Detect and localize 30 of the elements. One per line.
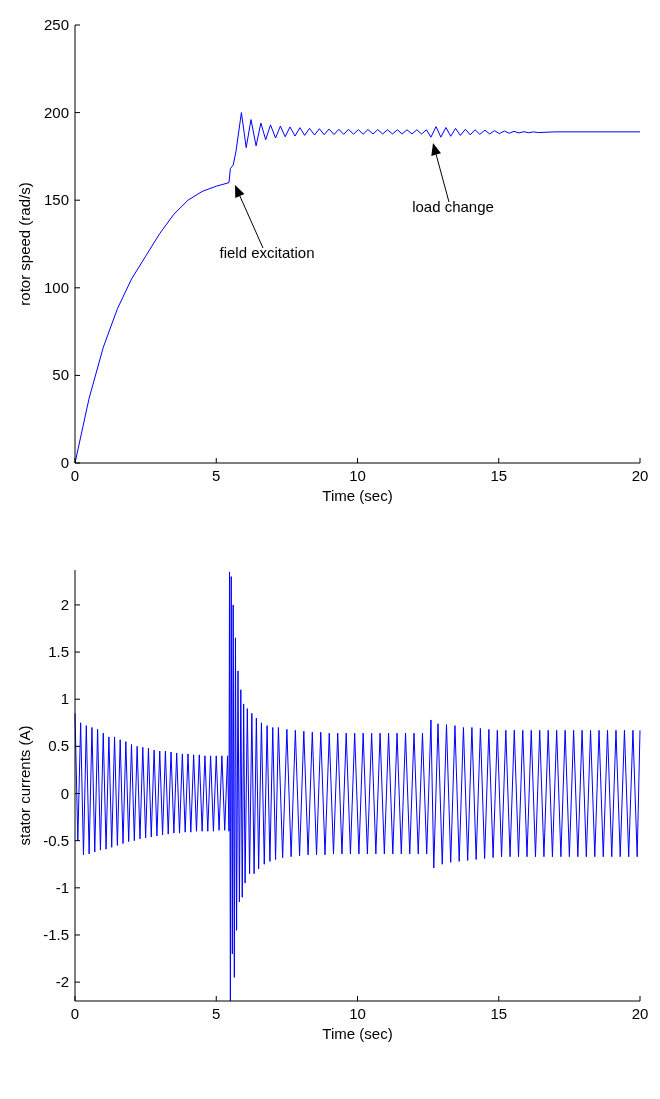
x-axis-title: Time (sec): [322, 487, 393, 504]
y-tick-label: -1: [55, 878, 69, 896]
y-tick-label: 0: [60, 784, 69, 802]
y-tick-label: -2: [55, 973, 69, 991]
x-tick-label: 20: [631, 467, 649, 484]
x-tick-label: 20: [631, 1005, 649, 1022]
x-tick-label: 10: [349, 467, 366, 484]
x-tick-label: 10: [349, 1005, 366, 1022]
y-tick-label: 1.5: [48, 643, 69, 661]
y-tick-label: 2: [60, 595, 69, 613]
y-tick-label: 100: [43, 278, 69, 296]
annotation: field excitation: [219, 244, 315, 261]
x-axis-title: Time (sec): [322, 1025, 393, 1042]
y-tick-label: 200: [43, 103, 69, 121]
x-tick-label: 15: [490, 1005, 508, 1022]
y-tick-label: 150: [43, 191, 69, 209]
line-series: [74, 571, 641, 1002]
y-tick-label: 50: [52, 366, 69, 384]
x-tick-label: 5: [212, 1005, 221, 1022]
y-tick-label: 0.5: [48, 737, 69, 755]
y-tick-label: 0: [60, 454, 69, 471]
y-axis-title: rotor speed (rad/s): [16, 182, 33, 306]
y-tick-label: 250: [43, 16, 69, 33]
y-tick-label: 1: [60, 690, 69, 708]
annotation: load change: [412, 198, 494, 215]
x-tick-label: 15: [490, 467, 508, 484]
y-tick-label: -0.5: [43, 831, 69, 849]
y-tick-label: -1.5: [43, 925, 69, 943]
y-axis-title: stator currents (A): [16, 725, 33, 846]
x-tick-label: 5: [212, 467, 221, 484]
